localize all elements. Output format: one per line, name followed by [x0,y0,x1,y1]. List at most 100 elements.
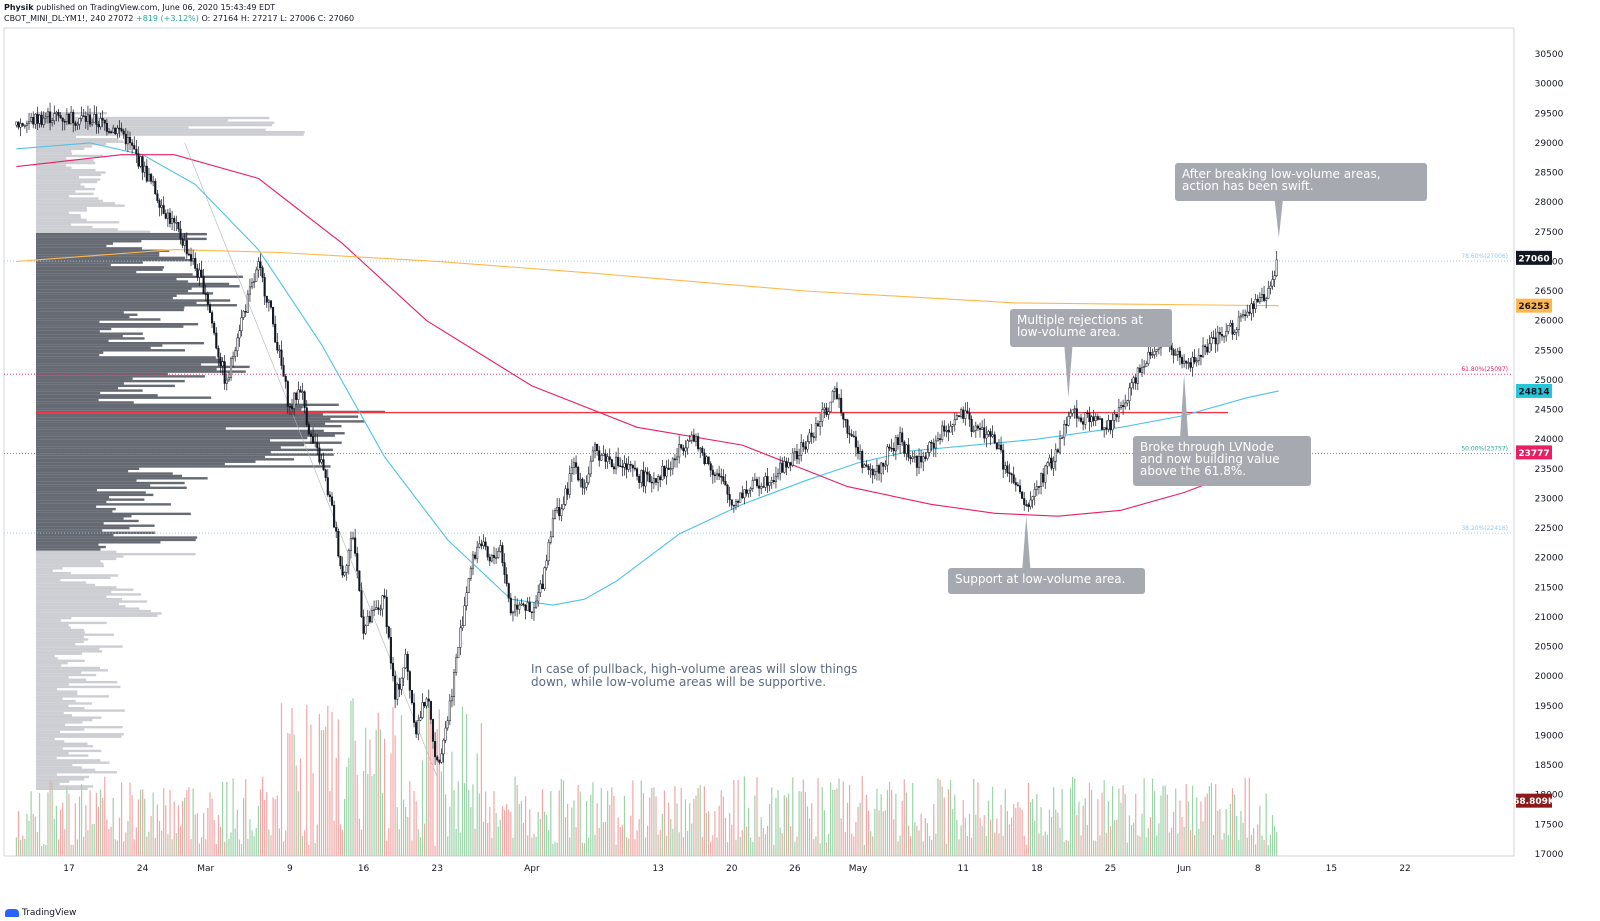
volume-bar [556,842,558,856]
candle-body [457,647,460,659]
volume-bar [743,776,745,856]
volume-bar [453,789,455,856]
volume-bar [1151,778,1154,856]
volume-profile-bar [36,571,71,575]
volume-bar [165,805,167,856]
volume-profile-bar [36,313,138,316]
price-tag [1516,298,1552,313]
annotation-callout[interactable]: Support at low-volume area. [948,516,1145,594]
volume-bar [356,774,358,856]
candle-body [699,447,702,450]
candle-body [250,282,254,288]
candle-body [1189,362,1192,368]
volume-profile-bar [36,579,61,582]
volume-bar [1162,785,1164,856]
candle-body [49,111,52,124]
candle-body [160,205,163,208]
volume-profile-bar [36,429,324,433]
volume-bar [1187,801,1189,856]
volume-bar [1204,796,1206,856]
candle-body [747,489,750,494]
y-tick-label: 29500 [1535,109,1564,119]
candle-body [366,615,369,626]
candle-body [46,111,50,118]
volume-bar [278,828,280,856]
candle-body [484,541,487,547]
volume-profile-bar [36,394,158,397]
volume-profile-bar [36,126,189,129]
volume-bar [1116,819,1118,856]
candle-body [206,293,209,305]
volume-bar [1273,826,1276,856]
volume-profile-bar [36,341,205,345]
volume-profile-bar [36,451,271,454]
volume-profile-bar [36,351,104,354]
candle-body [34,113,37,125]
volume-profile-bar [36,510,113,513]
volume-profile-bar [36,458,295,461]
annotation-pointer [1022,516,1031,568]
candle-body [939,438,942,440]
volume-bar [350,700,352,856]
tradingview-logo-icon[interactable] [5,909,19,917]
x-tick-label: 16 [358,864,370,874]
candle-body [196,268,199,278]
candle-body [968,412,971,420]
candle-body [255,269,258,282]
volume-bar [167,834,169,856]
volume-profile-bar [36,512,191,516]
candle-body [787,462,790,468]
volume-bar [335,757,337,856]
candle-body [1109,419,1112,431]
candle-body [532,607,536,613]
volume-bar [438,709,440,856]
candle-body [141,156,144,173]
volume-bar [215,844,217,856]
candle-body [549,536,552,543]
volume-bar [1023,835,1025,856]
volume-bar [771,787,773,856]
candle-body [1248,311,1251,314]
candle-body [78,118,81,125]
volume-bar [405,807,407,856]
volume-bar [289,733,291,856]
candle-body [642,470,645,487]
x-tick-label: 11 [957,864,968,874]
author-name[interactable]: Physik [4,3,34,12]
volume-profile-bar [36,673,97,677]
volume-profile-bar [36,372,168,376]
annotation-text: action has been swift. [1182,179,1314,193]
volume-profile-bar [36,562,104,565]
volume-bar [766,825,769,856]
x-tick-label: Jun [1176,864,1191,874]
volume-bar [186,790,188,856]
symbol-label[interactable]: CBOT_MINI_DL:YM1!, 240 [4,14,106,23]
candle-body [1271,279,1274,287]
volume-bar [472,784,474,856]
volume-bar [108,829,110,856]
volume-bar [922,841,924,856]
candle-body [1260,294,1264,298]
price-tag-label: 26253 [1518,302,1549,312]
brand-label: TradingView [22,908,77,918]
annotation-text: Support at low-volume area. [955,572,1125,586]
candle-body [585,482,588,488]
candle-body [896,437,900,445]
volume-bar [1269,834,1271,856]
volume-bar [1212,834,1215,856]
candle-body [1115,413,1118,418]
candle-body [1145,363,1148,367]
volume-bar [177,805,180,856]
volume-bar [754,795,756,856]
volume-bar [295,765,297,856]
candle-body [1138,367,1141,373]
volume-bar [971,837,973,856]
volume-bar [38,793,41,856]
volume-bar [529,809,531,856]
annotation-callout[interactable]: After breaking low-volume areas,action h… [1175,163,1427,238]
volume-bar [398,829,400,856]
candle-body [1014,482,1017,486]
